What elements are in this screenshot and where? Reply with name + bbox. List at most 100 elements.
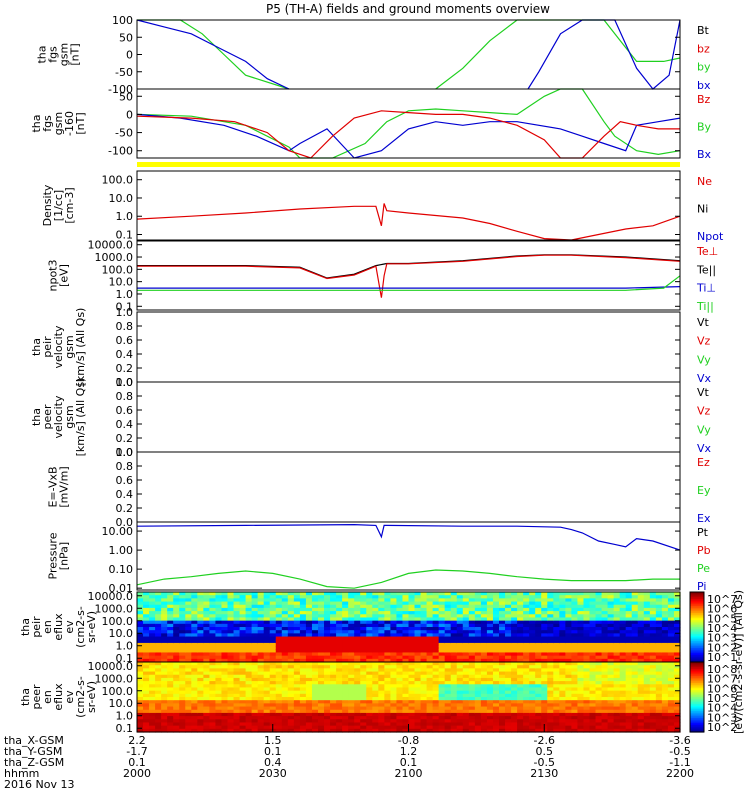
heatmap-cell	[137, 674, 144, 679]
heatmap-cell	[523, 712, 530, 717]
heatmap-cell	[517, 703, 524, 708]
heatmap-cell	[589, 684, 597, 689]
heatmap-cell	[607, 655, 615, 660]
heatmap-cell	[269, 684, 277, 689]
heatmap-cell	[354, 725, 361, 730]
y-tick-label: 0.0	[116, 516, 134, 529]
heatmap-cell	[468, 716, 476, 720]
heatmap-cell	[613, 687, 621, 692]
y-axis-label: [cm-3]	[63, 187, 76, 223]
series-line-Bz	[136, 110, 680, 159]
heatmap-cell	[372, 728, 379, 733]
heatmap-cell	[583, 595, 591, 599]
colorbar-step	[690, 616, 704, 619]
heatmap-cell	[468, 611, 476, 615]
heatmap-cell	[625, 652, 633, 657]
heatmap-cell	[505, 620, 512, 625]
legend-entry: Te⊥	[696, 245, 718, 258]
heatmap-cell	[318, 716, 325, 720]
heatmap-cell	[221, 617, 229, 622]
heatmap-cell	[203, 639, 210, 644]
heatmap-cell	[420, 703, 428, 708]
heatmap-cell	[221, 712, 229, 717]
heatmap-cell	[637, 617, 645, 622]
heatmap-cell	[444, 716, 452, 720]
heatmap-cell	[523, 684, 530, 689]
heatmap-cell	[311, 633, 319, 638]
heatmap-cell	[625, 665, 633, 669]
heatmap-cell	[565, 595, 572, 599]
heatmap-cell	[311, 719, 319, 724]
heatmap-cell	[505, 595, 512, 599]
heatmap-cell	[366, 716, 373, 720]
heatmap-cell	[378, 598, 385, 603]
heatmap-cell	[571, 601, 579, 606]
heatmap-cell	[649, 703, 657, 708]
heatmap-cell	[601, 611, 609, 615]
heatmap-cell	[565, 655, 572, 660]
heatmap-cell	[661, 722, 669, 727]
heatmap-cell	[318, 655, 325, 660]
heatmap-cell	[577, 630, 585, 634]
heatmap-cell	[324, 598, 331, 603]
heatmap-cell	[245, 703, 253, 708]
heatmap-cell	[420, 681, 428, 685]
heatmap-cell	[143, 627, 150, 631]
heatmap-cell	[517, 693, 524, 698]
heatmap-cell	[529, 595, 536, 599]
heatmap-cell	[553, 642, 560, 647]
heatmap-cell	[293, 690, 301, 695]
heatmap-cell	[390, 719, 398, 724]
heatmap-cell	[402, 607, 410, 612]
y-axis-label: npot3	[47, 260, 60, 292]
heatmap-cell	[577, 719, 585, 724]
y-tick-label: -50	[115, 127, 133, 140]
heatmap-cell	[535, 636, 542, 641]
heatmap-cell	[305, 728, 313, 733]
heatmap-cell	[468, 665, 476, 669]
heatmap-cell	[305, 719, 313, 724]
heatmap-cell	[420, 649, 428, 654]
heatmap-cell	[643, 595, 651, 599]
heatmap-cell	[673, 677, 681, 682]
heatmap-cell	[191, 662, 198, 666]
heatmap-cell	[667, 671, 675, 676]
heatmap-cell	[613, 620, 621, 625]
heatmap-cell	[505, 633, 512, 638]
heatmap-cell	[505, 728, 512, 733]
heatmap-cell	[366, 665, 373, 669]
heatmap-cell	[462, 639, 470, 644]
heatmap-cell	[342, 598, 349, 603]
heatmap-cell	[571, 620, 579, 625]
heatmap-cell	[426, 722, 434, 727]
heatmap-cell	[366, 630, 373, 634]
heatmap-cell	[486, 592, 494, 596]
heatmap-cell	[505, 703, 512, 708]
colorbar-step	[690, 611, 704, 614]
heatmap-cell	[330, 592, 337, 596]
heatmap-cell	[209, 646, 217, 650]
heatmap-cell	[426, 595, 434, 599]
heatmap-cell	[293, 646, 301, 650]
heatmap-cell	[311, 607, 319, 612]
heatmap-cell	[631, 662, 639, 666]
heatmap-cell	[607, 662, 615, 666]
heatmap-cell	[643, 668, 651, 673]
heatmap-cell	[372, 671, 379, 676]
heatmap-cell	[601, 674, 609, 679]
heatmap-cell	[396, 725, 404, 730]
heatmap-cell	[661, 620, 669, 625]
heatmap-cell	[239, 611, 247, 615]
heatmap-cell	[299, 706, 307, 711]
heatmap-cell	[155, 627, 162, 631]
heatmap-cell	[601, 725, 609, 730]
heatmap-cell	[499, 687, 506, 692]
heatmap-cell	[444, 646, 452, 650]
heatmap-cell	[492, 649, 500, 654]
heatmap-cell	[336, 658, 343, 663]
heatmap-cell	[553, 716, 560, 720]
heatmap-cell	[263, 671, 271, 676]
heatmap-cell	[486, 700, 494, 704]
heatmap-cell	[336, 687, 343, 692]
heatmap-cell	[637, 709, 645, 714]
